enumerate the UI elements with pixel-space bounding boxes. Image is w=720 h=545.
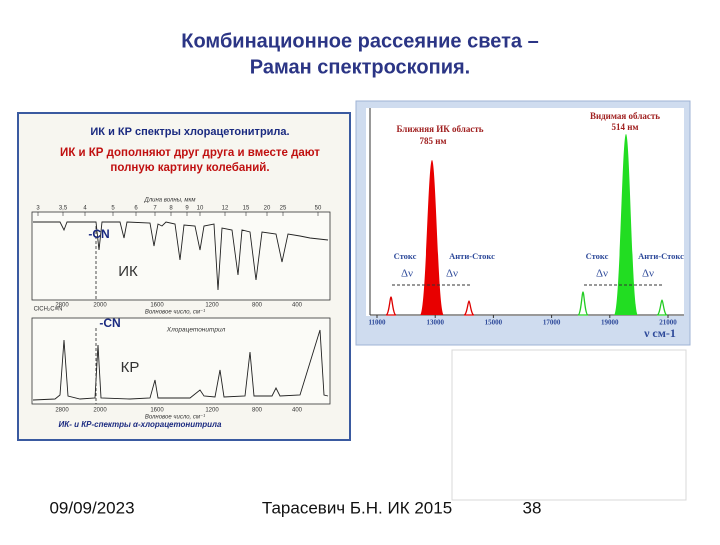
figure-note: полную картину колебаний.: [110, 162, 269, 174]
shift-label: Δν: [446, 268, 458, 280]
x-tick-label: 15000: [485, 319, 503, 327]
wavelength-tick: 20: [264, 206, 271, 212]
wavelength-tick: 12: [222, 206, 229, 212]
wavelength-tick: 3: [36, 206, 40, 212]
footer-date: 09/09/2023: [49, 498, 134, 517]
slide-title: Комбинационное рассеяние света –: [181, 30, 538, 52]
stokes-peak: [385, 296, 397, 316]
stokes-label: Стокс: [586, 251, 609, 261]
region-label: Видимая область: [590, 111, 660, 121]
x-tick-label: 13000: [426, 319, 444, 327]
wavelength-tick: 50: [315, 206, 322, 212]
laser-peak-514: [614, 134, 638, 315]
figure-note: ИК и КР дополняют друг друга и вместе да…: [60, 147, 320, 159]
wavelength-tick: 8: [169, 206, 173, 212]
wavenumber-tick: 1200: [205, 303, 219, 309]
x-tick-label: 19000: [601, 319, 619, 327]
stokes-label: Стокс: [394, 251, 417, 261]
wavenumber-tick: 1600: [150, 408, 164, 414]
wavelength-tick: 7: [153, 206, 157, 212]
wavelength-tick: 3,5: [59, 206, 68, 212]
ir-plot-box: [31, 211, 331, 301]
wavelength-tick: 6: [134, 206, 138, 212]
wavenumber-tick: 400: [292, 303, 303, 309]
raman-plot-box: [31, 317, 331, 405]
group-label: -CN: [99, 316, 120, 330]
axis-label: Длина волны, мкм: [144, 198, 196, 204]
wavelength-tick: 4: [83, 206, 87, 212]
formula: ClCH₂C≡N: [34, 307, 63, 313]
wavenumber-tick: 2800: [55, 303, 69, 309]
wavenumber-tick: 2000: [93, 303, 107, 309]
laser-peak-785: [420, 160, 444, 315]
wavenumber-tick: 400: [292, 408, 303, 414]
axis-label: Волновое число, см⁻¹: [145, 415, 205, 421]
region-label: Ближняя ИК область: [396, 124, 483, 134]
region-label: 514 нм: [611, 122, 638, 132]
slide-title: Раман спектроскопия.: [250, 56, 470, 78]
figure-caption: ИК- и КР-спектры α-хлорацетонитрила: [59, 420, 222, 429]
shift-label: Δν: [401, 268, 413, 280]
axis-label: Волновое число, см⁻¹: [145, 310, 205, 316]
stokes-peak: [577, 291, 589, 316]
anti-stokes-peak: [463, 300, 475, 316]
wavenumber-tick: 1600: [150, 303, 164, 309]
shift-label: Δν: [596, 268, 608, 280]
wavelength-tick: 15: [243, 206, 250, 212]
wavenumber-tick: 2800: [55, 408, 69, 414]
wavenumber-tick: 800: [252, 303, 263, 309]
x-unit: ν см-1: [643, 326, 676, 340]
wavelength-tick: 25: [280, 206, 287, 212]
anti-stokes-label: Анти-Стокс: [449, 251, 495, 261]
shift-label: Δν: [642, 268, 654, 280]
x-tick-label: 21000: [659, 319, 677, 327]
figure-heading: ИК и КР спектры хлорацетонитрила.: [90, 126, 289, 138]
wavenumber-tick: 1200: [205, 408, 219, 414]
raman-spectrum: [32, 329, 329, 401]
group-label: -CN: [88, 227, 109, 241]
x-tick-label: 17000: [543, 319, 561, 327]
wavelength-tick: 9: [185, 206, 189, 212]
ir-spectrum: [33, 221, 329, 291]
footer-page: 38: [523, 498, 542, 517]
wavelength-tick: 10: [197, 206, 204, 212]
wavelength-tick: 5: [111, 206, 115, 212]
wavenumber-tick: 2000: [93, 408, 107, 414]
compound-label: Хлорацетонитрил: [166, 327, 226, 334]
spectrum-label: ИК: [118, 263, 138, 280]
anti-stokes-label: Анти-Стокс: [638, 251, 684, 261]
footer-author: Тарасевич Б.Н. ИК 2015: [262, 498, 452, 517]
anti-stokes-peak: [656, 299, 668, 316]
blank-image-box: [451, 349, 687, 501]
wavenumber-tick: 800: [252, 408, 263, 414]
spectrum-label: КР: [121, 359, 140, 376]
x-tick-label: 11000: [368, 319, 386, 327]
region-label: 785 нм: [419, 136, 446, 146]
